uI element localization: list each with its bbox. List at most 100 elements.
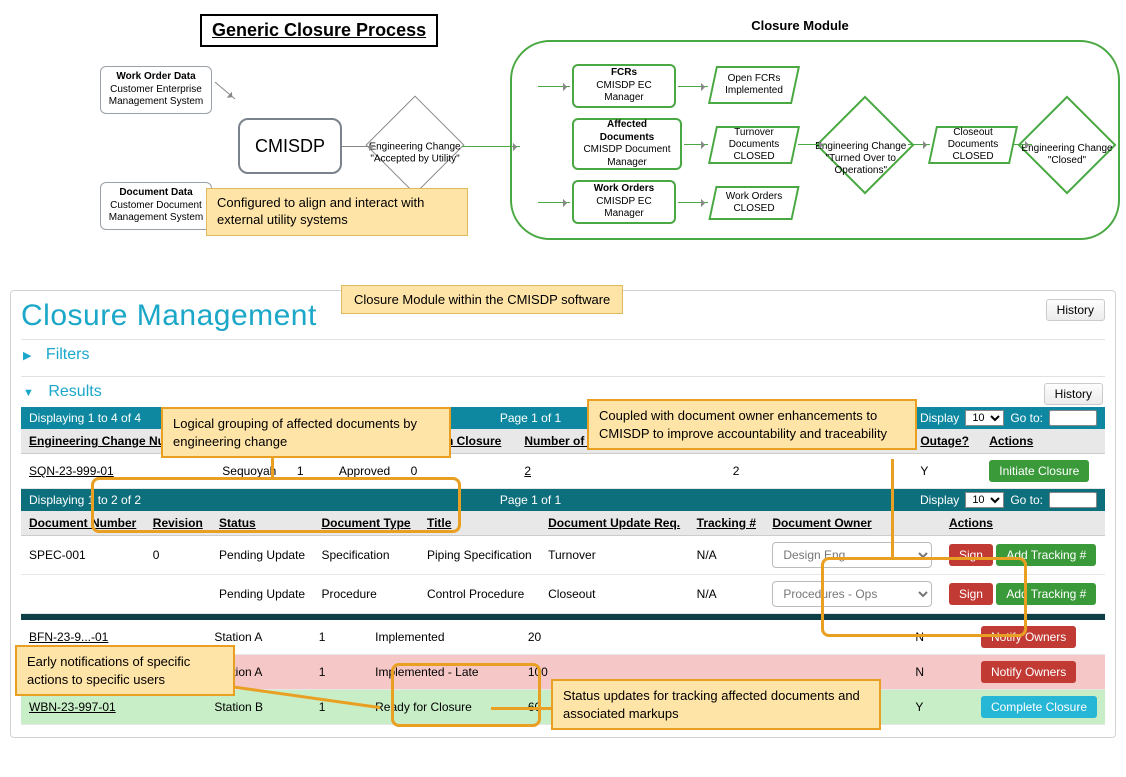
results-section[interactable]: ▼ Results History bbox=[21, 376, 1105, 407]
cell-unit: 1 bbox=[311, 655, 367, 690]
display-select[interactable]: 10 bbox=[965, 492, 1004, 508]
owner-select[interactable]: Design Eng. bbox=[772, 542, 932, 568]
collapse-icon: ▼ bbox=[23, 387, 34, 399]
callout-module-software: Closure Module within the CMISDP softwar… bbox=[341, 285, 623, 314]
cell-doc bbox=[21, 575, 145, 614]
cell-track: N/A bbox=[689, 575, 765, 614]
cell-req: Closeout bbox=[540, 575, 689, 614]
cell-num-docs[interactable] bbox=[632, 620, 770, 655]
callout-early-notifications: Early notifications of specific actions … bbox=[15, 645, 235, 696]
node-closeout-docs: Closeout Documents CLOSED bbox=[928, 126, 1018, 164]
cell-unit: 1 bbox=[311, 620, 367, 655]
filters-label: Filters bbox=[46, 346, 90, 363]
cell-rev bbox=[145, 575, 211, 614]
initiate-closure-button[interactable]: Initiate Closure bbox=[989, 460, 1089, 482]
closure-module-label: Closure Module bbox=[730, 18, 870, 33]
cell-status: Implemented - Late bbox=[367, 655, 520, 690]
documents-table: Document NumberRevisionStatusDocument Ty… bbox=[21, 511, 1105, 614]
cell-pending: 2 bbox=[725, 454, 913, 489]
node-work-orders: Work Orders CMISDP EC Manager bbox=[572, 180, 676, 224]
add-tracking-button[interactable]: Add Tracking # bbox=[996, 544, 1096, 566]
node-title: Work Orders bbox=[580, 183, 668, 196]
sign-button[interactable]: Sign bbox=[949, 544, 993, 566]
column-header[interactable]: Actions bbox=[941, 511, 1105, 536]
cell-station: Sequoyah bbox=[214, 454, 289, 489]
row-action-button[interactable]: Notify Owners bbox=[981, 661, 1076, 683]
cell-status: Approved bbox=[331, 454, 403, 489]
cell-unit: 1 bbox=[311, 690, 367, 725]
table-row: Pending UpdateProcedureControl Procedure… bbox=[21, 575, 1105, 614]
cell-outage: N bbox=[907, 655, 973, 690]
cell-req: Turnover bbox=[540, 536, 689, 575]
node-label: Turnover Documents CLOSED bbox=[720, 127, 788, 163]
column-header[interactable]: Document Owner bbox=[764, 511, 941, 536]
cell-owner: Design Eng. bbox=[764, 536, 941, 575]
cell-owner: Procedures - Ops bbox=[764, 575, 941, 614]
node-affected-documents: Affected Documents CMISDP Document Manag… bbox=[572, 118, 682, 170]
node-label: Closeout Documents CLOSED bbox=[940, 127, 1006, 163]
cell-actions: Initiate Closure bbox=[981, 454, 1105, 489]
node-sub: CMISDP EC Manager bbox=[580, 196, 668, 221]
cell-days: 20 bbox=[520, 620, 632, 655]
node-wo-closed: Work Orders CLOSED bbox=[708, 186, 799, 220]
node-title: CMISDP bbox=[246, 135, 334, 158]
node-sub: CMISDP EC Manager bbox=[580, 80, 668, 105]
cell-pending[interactable] bbox=[770, 620, 908, 655]
pagination-range: Displaying 1 to 4 of 4 bbox=[29, 411, 141, 425]
flowchart-title: Generic Closure Process bbox=[200, 14, 438, 47]
table-row: SQN-23-999-01 Sequoyah 1 Approved 0 2 2 … bbox=[21, 454, 1105, 489]
filters-section[interactable]: ▶ Filters bbox=[21, 339, 1105, 370]
node-open-fcrs: Open FCRs Implemented bbox=[708, 66, 800, 104]
add-tracking-button[interactable]: Add Tracking # bbox=[996, 583, 1096, 605]
history-button[interactable]: History bbox=[1044, 383, 1103, 405]
callout-status-updates: Status updates for tracking affected doc… bbox=[551, 679, 881, 730]
cell-status: Ready for Closure bbox=[367, 690, 520, 725]
row-action-button[interactable]: Complete Closure bbox=[981, 696, 1097, 718]
cell-outage: Y bbox=[912, 454, 981, 489]
cell-status: Pending Update bbox=[211, 575, 313, 614]
goto-label: Go to: bbox=[1010, 411, 1043, 425]
callout-logical-grouping: Logical grouping of affected documents b… bbox=[161, 407, 451, 458]
node-title: Work Order Data bbox=[107, 71, 205, 84]
display-select[interactable]: 10 bbox=[965, 410, 1004, 426]
column-header[interactable]: Revision bbox=[145, 511, 211, 536]
cell-title: Piping Specification bbox=[419, 536, 540, 575]
node-work-order-data: Work Order Data Customer Enterprise Mana… bbox=[100, 66, 212, 114]
cell-num-docs[interactable]: 2 bbox=[516, 454, 724, 489]
node-sub: Customer Document Management System bbox=[107, 200, 205, 225]
column-header[interactable]: Document Number bbox=[21, 511, 145, 536]
cell-days: 0 bbox=[403, 454, 517, 489]
history-button[interactable]: History bbox=[1046, 299, 1105, 321]
node-sub: Customer Enterprise Management System bbox=[107, 84, 205, 109]
goto-input[interactable] bbox=[1049, 410, 1097, 426]
column-header[interactable]: Actions bbox=[981, 429, 1105, 454]
column-header[interactable]: Document Update Req. bbox=[540, 511, 689, 536]
column-header[interactable]: Status bbox=[211, 511, 313, 536]
node-turnover-docs: Turnover Documents CLOSED bbox=[708, 126, 800, 164]
cell-doc: SPEC-001 bbox=[21, 536, 145, 575]
cell-ecn[interactable]: SQN-23-999-01 bbox=[21, 454, 214, 489]
node-title: Document Data bbox=[107, 187, 205, 200]
cell-track: N/A bbox=[689, 536, 765, 575]
cell-outage: N bbox=[907, 620, 973, 655]
display-label: Display bbox=[920, 493, 959, 507]
row-action-button[interactable]: Notify Owners bbox=[981, 626, 1076, 648]
owner-select[interactable]: Procedures - Ops bbox=[772, 581, 932, 607]
cell-type: Procedure bbox=[313, 575, 419, 614]
column-header[interactable]: Document Type bbox=[313, 511, 419, 536]
node-label: Work Orders CLOSED bbox=[720, 191, 788, 215]
table-header-row: Document NumberRevisionStatusDocument Ty… bbox=[21, 511, 1105, 536]
callout-configured: Configured to align and interact with ex… bbox=[206, 188, 468, 236]
node-accepted-diamond: Engineering Change "Accepted by Utility" bbox=[366, 96, 465, 195]
goto-input[interactable] bbox=[1049, 492, 1097, 508]
column-header[interactable]: Title bbox=[419, 511, 540, 536]
closure-management-panel: Closure Module within the CMISDP softwar… bbox=[10, 290, 1116, 738]
sign-button[interactable]: Sign bbox=[949, 583, 993, 605]
node-document-data: Document Data Customer Document Manageme… bbox=[100, 182, 212, 230]
pagination-range: Displaying 1 to 2 of 2 bbox=[29, 493, 141, 507]
cell-status: Implemented bbox=[367, 620, 520, 655]
column-header[interactable]: Outage? bbox=[912, 429, 981, 454]
column-header[interactable]: Tracking # bbox=[689, 511, 765, 536]
goto-label: Go to: bbox=[1010, 493, 1043, 507]
cell-outage: Y bbox=[907, 690, 973, 725]
